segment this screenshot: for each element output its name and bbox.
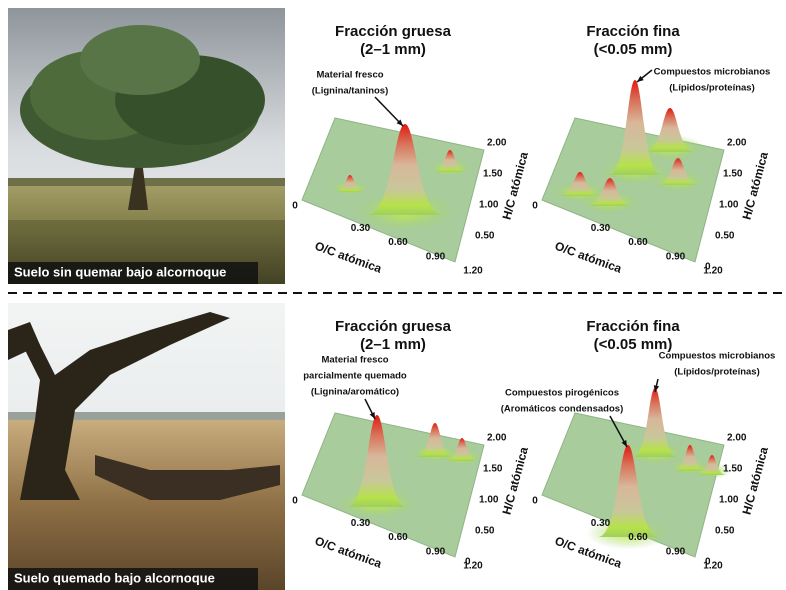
surface-plot: Fracción gruesa(2–1 mm)00.300.600.901.20… xyxy=(292,318,531,572)
y-tick-label: 1.50 xyxy=(483,464,503,475)
y-tick-label: 0.50 xyxy=(715,231,735,242)
y-tick-label: 1.00 xyxy=(719,495,739,506)
y-axis-label: H/C atómica xyxy=(499,150,531,221)
y-tick-label: 0.50 xyxy=(475,231,495,242)
annotation: parcialmente quemado xyxy=(303,371,407,382)
plot-title: Fracción fina xyxy=(586,318,680,335)
annotation: Material fresco xyxy=(316,70,383,81)
x-tick-label: 0.60 xyxy=(628,532,648,543)
x-tick-label: 0 xyxy=(532,201,538,212)
x-tick-label: 0 xyxy=(532,496,538,507)
plot-title: Fracción gruesa xyxy=(335,318,452,335)
photo-caption: Suelo sin quemar bajo alcornoque xyxy=(14,264,226,279)
y-tick-label: 2.00 xyxy=(487,433,507,444)
x-tick-label: 0.60 xyxy=(628,237,648,248)
surface-plot: Fracción fina(<0.05 mm)00.300.600.901.20… xyxy=(501,318,776,572)
y-tick-label: 0 xyxy=(465,557,471,568)
x-tick-label: 0.30 xyxy=(591,518,611,529)
plot-title: (<0.05 mm) xyxy=(594,41,673,58)
y-tick-label: 0 xyxy=(705,262,711,273)
annotation: Material fresco xyxy=(321,355,388,366)
y-axis-label: H/C atómica xyxy=(739,150,771,221)
photo-caption: Suelo quemado bajo alcornoque xyxy=(14,570,215,585)
x-tick-label: 0.90 xyxy=(426,546,446,557)
photo-unburned xyxy=(8,8,285,284)
x-axis-label: O/C atómica xyxy=(553,239,624,276)
plot-title: (2–1 mm) xyxy=(360,41,426,58)
surface-plot: Fracción fina(<0.05 mm)00.300.600.901.20… xyxy=(532,23,771,277)
y-tick-label: 0 xyxy=(705,557,711,568)
plot-title: Fracción fina xyxy=(586,23,680,40)
y-tick-label: 1.50 xyxy=(723,169,743,180)
x-tick-label: 0.60 xyxy=(388,532,408,543)
annotation: Compuestos microbianos xyxy=(659,351,776,362)
x-tick-label: 0 xyxy=(292,201,298,212)
y-tick-label: 1.50 xyxy=(483,169,503,180)
y-tick-label: 0.50 xyxy=(475,526,495,537)
y-axis-label: H/C atómica xyxy=(499,445,531,516)
y-tick-label: 2.00 xyxy=(727,138,747,149)
x-axis-label: O/C atómica xyxy=(313,239,384,276)
annotation: (Lignina/taninos) xyxy=(312,86,389,97)
annotation: Compuestos microbianos xyxy=(654,67,771,78)
x-tick-label: 0.90 xyxy=(666,251,686,262)
annotation: (Lípidos/proteínas) xyxy=(674,367,760,378)
x-tick-label: 0.90 xyxy=(426,251,446,262)
annotation: (Aromáticos condensados) xyxy=(501,404,623,415)
figure: Suelo sin quemar bajo alcornoque Fracción… xyxy=(0,0,786,590)
y-tick-label: 2.00 xyxy=(727,433,747,444)
photo-burned xyxy=(8,303,285,590)
y-tick-label: 2.00 xyxy=(487,138,507,149)
annotation: (Lípidos/proteínas) xyxy=(669,83,755,94)
x-tick-label: 0.90 xyxy=(666,546,686,557)
x-tick-label: 0 xyxy=(292,496,298,507)
y-tick-label: 1.50 xyxy=(723,464,743,475)
y-axis-label: H/C atómica xyxy=(739,445,771,516)
annotation: Compuestos pirogénicos xyxy=(505,388,619,399)
y-tick-label: 1.00 xyxy=(719,200,739,211)
x-tick-label: 1.20 xyxy=(463,266,483,277)
x-tick-label: 0.30 xyxy=(351,223,371,234)
plot-title: Fracción gruesa xyxy=(335,23,452,40)
annotation: (Lignina/aromático) xyxy=(311,387,399,398)
surface-plot: Fracción gruesa(2–1 mm) 0 0.30 0.60 0.90 1.20… xyxy=(292,23,531,277)
y-tick-label: 1.00 xyxy=(479,495,499,506)
y-tick-label: 1.00 xyxy=(479,200,499,211)
x-axis-label: O/C atómica xyxy=(313,534,384,571)
x-tick-label: 0.30 xyxy=(591,223,611,234)
y-tick-label: 0.50 xyxy=(715,526,735,537)
plot-title: (2–1 mm) xyxy=(360,336,426,353)
x-tick-label: 0.60 xyxy=(388,237,408,248)
x-tick-label: 0.30 xyxy=(351,518,371,529)
